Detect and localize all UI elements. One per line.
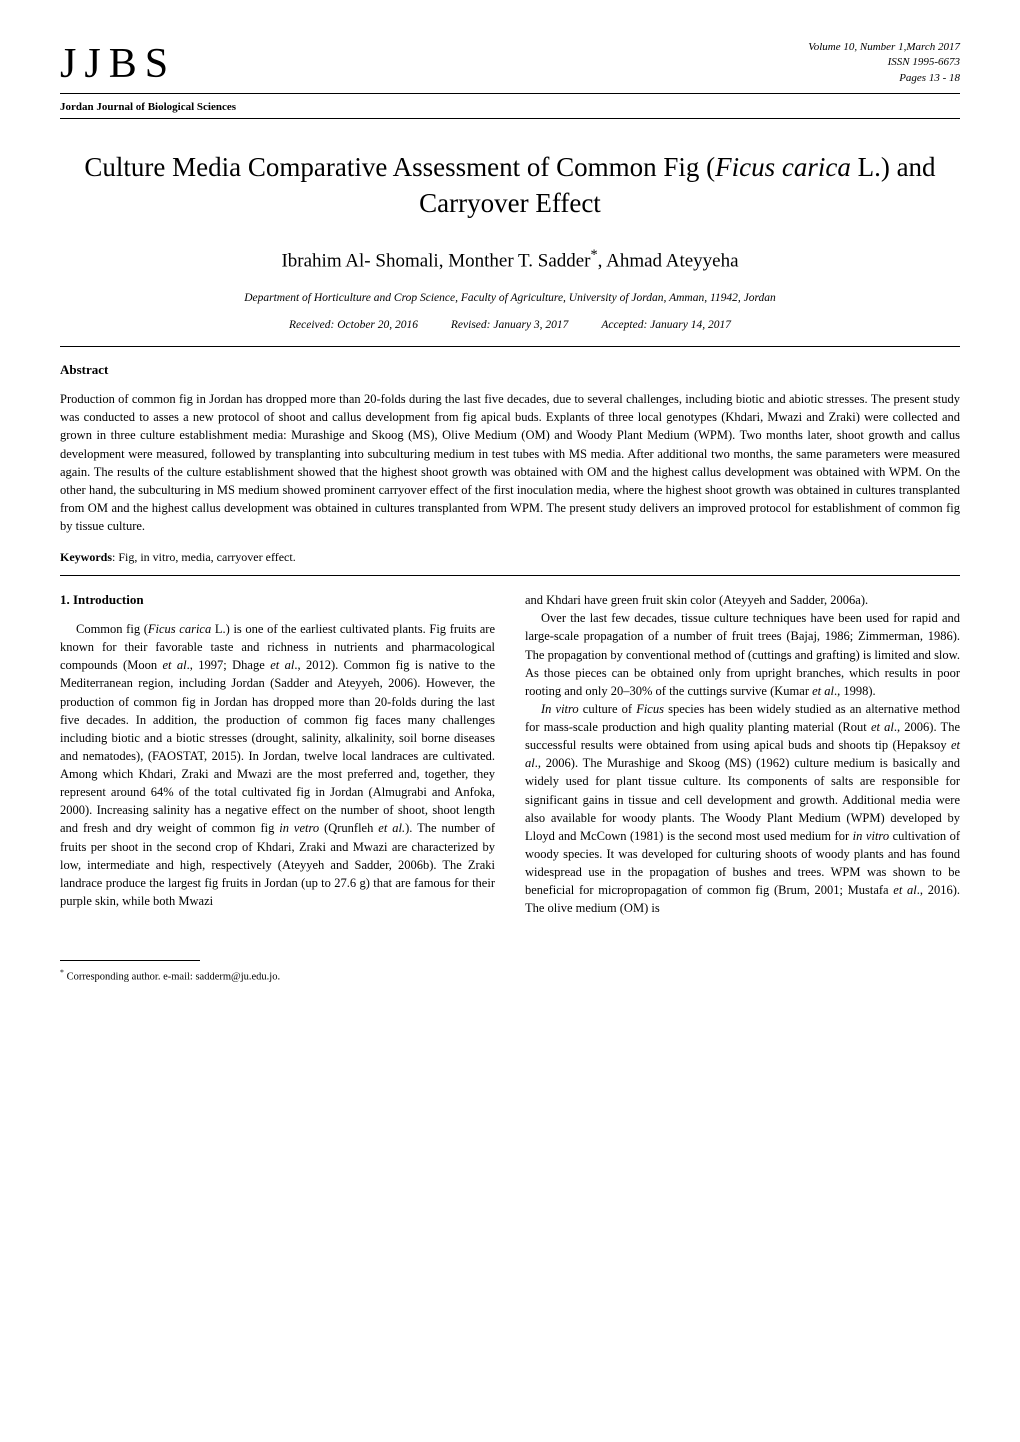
t: (Qrunfleh	[319, 821, 378, 835]
t: In vitro	[541, 702, 579, 716]
t: ., 1997; Dhage	[187, 658, 271, 672]
header-row: JJBS Volume 10, Number 1,March 2017 ISSN…	[60, 40, 960, 88]
volume-info: Volume 10, Number 1,March 2017	[808, 40, 960, 55]
t: Common fig (	[76, 622, 148, 636]
received-date: Received: October 20, 2016	[289, 319, 418, 331]
paper-title: Culture Media Comparative Assessment of …	[75, 149, 945, 222]
abstract-text: Production of common fig in Jordan has d…	[60, 390, 960, 535]
t: in vetro	[279, 821, 319, 835]
author-list-2: , Ahmad Ateyyeha	[598, 250, 739, 271]
author-list-1: Ibrahim Al- Shomali, Monther T. Sadder	[281, 250, 590, 271]
t: et al	[871, 720, 894, 734]
left-column: 1. Introduction Common fig (Ficus carica…	[60, 591, 495, 985]
t: in vitro	[853, 829, 889, 843]
intro-para-3: In vitro culture of Ficus species has be…	[525, 700, 960, 918]
t: Ficus carica	[148, 622, 211, 636]
keywords-label: Keywords	[60, 550, 112, 564]
t: et al.	[378, 821, 405, 835]
accepted-date: Accepted: January 14, 2017	[601, 319, 731, 331]
keywords-text: : Fig, in vitro, media, carryover effect…	[112, 550, 296, 564]
footnote: * Corresponding author. e-mail: sadderm@…	[60, 967, 495, 985]
journal-name: Jordan Journal of Biological Sciences	[60, 101, 236, 113]
t: ., 1998).	[834, 684, 876, 698]
t: et al	[893, 883, 916, 897]
t: culture of	[579, 702, 637, 716]
journal-name-bar: Jordan Journal of Biological Sciences	[60, 93, 960, 119]
t: Over the last few decades, tissue cultur…	[525, 611, 960, 698]
revised-date: Revised: January 3, 2017	[451, 319, 569, 331]
keywords: Keywords: Fig, in vitro, media, carryove…	[60, 550, 960, 565]
intro-para-1: Common fig (Ficus carica L.) is one of t…	[60, 620, 495, 910]
dates-row: Received: October 20, 2016 Revised: Janu…	[60, 319, 960, 331]
affiliation: Department of Horticulture and Crop Scie…	[60, 292, 960, 304]
title-part1: Culture Media Comparative Assessment of …	[84, 152, 715, 182]
right-column: and Khdari have green fruit skin color (…	[525, 591, 960, 985]
pages: Pages 13 - 18	[808, 71, 960, 86]
t: et al	[162, 658, 186, 672]
intro-heading: 1. Introduction	[60, 591, 495, 610]
abstract-heading: Abstract	[60, 362, 960, 378]
author-sup: *	[591, 247, 598, 263]
t: ., 2012). Common fig is native to the Me…	[60, 658, 495, 835]
header-meta: Volume 10, Number 1,March 2017 ISSN 1995…	[808, 40, 960, 86]
journal-logo: JJBS	[60, 40, 176, 88]
t: et al	[812, 684, 834, 698]
two-column-body: 1. Introduction Common fig (Ficus carica…	[60, 591, 960, 985]
rule-below-keywords	[60, 575, 960, 576]
footnote-text: Corresponding author. e-mail: sadderm@ju…	[64, 972, 280, 983]
title-italic: Ficus carica	[715, 152, 851, 182]
t: et al	[270, 658, 294, 672]
t: Ficus	[636, 702, 664, 716]
intro-para-2: Over the last few decades, tissue cultur…	[525, 609, 960, 700]
footnote-rule	[60, 960, 200, 961]
issn: ISSN 1995-6673	[808, 55, 960, 70]
authors: Ibrahim Al- Shomali, Monther T. Sadder*,…	[60, 247, 960, 272]
intro-para-cont: and Khdari have green fruit skin color (…	[525, 591, 960, 609]
rule-above-abstract	[60, 346, 960, 347]
